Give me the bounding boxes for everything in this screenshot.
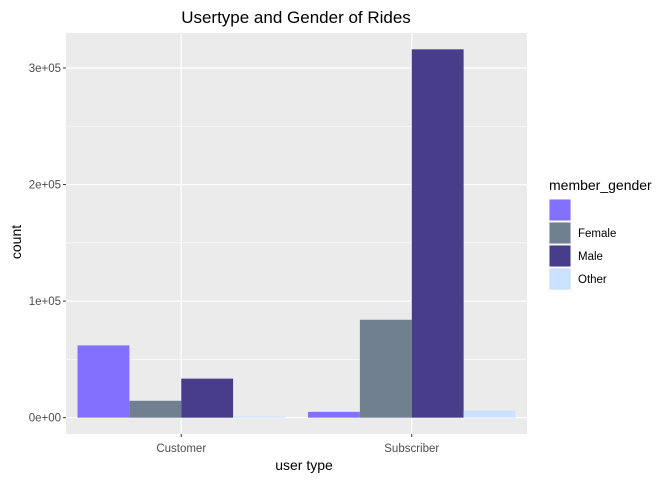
legend-swatch [549, 268, 571, 290]
x-tick-label: Subscriber [384, 443, 439, 455]
y-tick-label: 2e+05 [29, 180, 61, 192]
bar [129, 400, 182, 418]
legend-label: Other [578, 274, 607, 286]
legend-label: Female [578, 228, 616, 240]
bar [181, 378, 234, 418]
legend-title: member_gender [549, 177, 652, 193]
bar [359, 319, 412, 418]
y-tick-label: 1e+05 [29, 296, 61, 308]
bar [463, 410, 516, 418]
legend-swatch [549, 199, 571, 221]
y-axis: 0e+00 1e+05 2e+05 3e+05 [29, 63, 66, 425]
legend-swatch [549, 222, 571, 244]
legend: member_gender Female Male Other [549, 177, 652, 290]
y-tick-label: 3e+05 [29, 63, 61, 75]
legend-label: Male [578, 251, 603, 263]
bar [411, 49, 464, 418]
x-tick-label: Customer [156, 443, 206, 455]
x-axis: Customer Subscriber [156, 434, 439, 455]
y-tick-label: 0e+00 [29, 413, 61, 425]
legend-swatch [549, 245, 571, 267]
chart-title: Usertype and Gender of Rides [181, 8, 411, 27]
y-axis-title: count [8, 225, 24, 259]
bars [77, 49, 516, 418]
x-axis-title: user type [275, 457, 333, 473]
bar [308, 411, 360, 418]
bar [233, 416, 285, 418]
bar [77, 345, 130, 418]
